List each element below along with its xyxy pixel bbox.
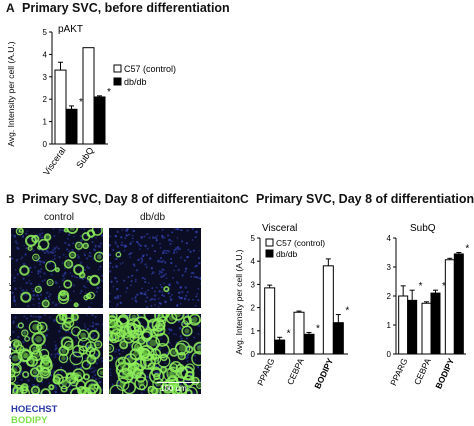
- cq-cat-1: CEBPA: [412, 356, 433, 386]
- a-sig-0: *: [79, 97, 83, 108]
- cq-cat-0: PPARG: [388, 357, 409, 388]
- a-ytick-label-5: 5: [43, 28, 48, 37]
- a-ylabel: Avg. Intensity per cell (A.U.): [6, 41, 16, 146]
- cv-bar-2-0: [322, 265, 334, 355]
- panel-b-title: Primary SVC, Day 8 of differentiaiton: [22, 192, 241, 206]
- a-ytick-label-4: 4: [43, 50, 48, 59]
- a-ytick-label-2: 2: [43, 95, 48, 104]
- cv-bar-2-1: [332, 322, 344, 355]
- cq-bar-0-1: [407, 299, 418, 355]
- cq-sig-0: *: [419, 281, 423, 292]
- cq-bar-2-1: [453, 253, 464, 355]
- cq-bar-0-0: [398, 295, 409, 355]
- cq-bar-2-0: [444, 259, 455, 355]
- cq-ytick-label-3: 3: [387, 263, 392, 272]
- col-label-control: control: [44, 212, 75, 223]
- scale-bar: [157, 382, 199, 383]
- a-bar-1-0: [82, 47, 95, 145]
- a-bar-1-1: [93, 96, 106, 145]
- cv-cat-1: CEBPA: [285, 356, 306, 386]
- cv-ytick-label-3: 3: [251, 280, 256, 289]
- a-cat-1: SubQ: [74, 145, 95, 170]
- cv-cat-0: PPARG: [255, 357, 276, 388]
- cv-legend-swatch-1: [265, 249, 274, 258]
- cv-sig-2: *: [345, 306, 349, 317]
- a-ytick-label-3: 3: [43, 73, 48, 82]
- a-bar-0-0: [54, 69, 67, 145]
- micrograph-subq-control: [11, 314, 103, 394]
- cq-ytick-label-4: 4: [387, 234, 392, 243]
- panel-c-letter: C: [240, 192, 249, 206]
- a-ytick-label-1: 1: [43, 118, 48, 127]
- cq-chart-title: SubQ: [410, 223, 436, 234]
- legend-bodipy: BODIPY: [11, 415, 48, 426]
- cq-bar-1-1: [430, 292, 441, 355]
- cq-bar-1-0: [421, 302, 432, 355]
- col-label-dbdb: db/db: [140, 212, 166, 223]
- cq-sig-2: *: [465, 244, 469, 255]
- a-sig-1: *: [107, 87, 111, 98]
- micrograph-visceral-control: [11, 228, 103, 308]
- a-legend-swatch-0: [113, 64, 122, 73]
- panel-c-title: Primary SVC, Day 8 of differentiation: [256, 192, 474, 206]
- scale-bar-label: 100 um: [160, 384, 187, 393]
- cv-bar-0-1: [274, 339, 286, 355]
- micrograph-subq-dbdb: [109, 314, 201, 394]
- cv-sig-1: *: [316, 323, 320, 334]
- cv-ytick-label-1: 1: [251, 327, 256, 336]
- chart-c: 0 1 2 3 4 5 * PPARG * CEBPA * BODIPY Visceral Avg. In…: [234, 223, 469, 390]
- a-chart-title: pAKT: [58, 24, 83, 35]
- cq-ytick-label-1: 1: [387, 321, 392, 330]
- cv-ytick-label-4: 4: [251, 257, 256, 266]
- a-ytick-label-0: 0: [43, 140, 48, 149]
- chart-a: 0 1 2 3 4 5 * Visceral * SubQ pAKT Avg. Intensity p…: [6, 24, 176, 177]
- cv-chart-title: Visceral: [262, 223, 297, 234]
- cv-ylabel: Avg. Intensity per cell (A.U.): [234, 249, 244, 354]
- panel-a-letter: A: [6, 1, 15, 15]
- cv-cat-2: BODIPY: [312, 356, 335, 390]
- panel-a-title: Primary SVC, before differentiation: [22, 1, 230, 15]
- cv-legend-label-0: C57 (control): [276, 238, 325, 248]
- a-cat-0: Visceral: [41, 145, 67, 177]
- cq-ytick-label-0: 0: [387, 350, 392, 359]
- a-legend-swatch-1: [113, 77, 122, 86]
- cv-ytick-label-0: 0: [251, 350, 256, 359]
- cv-ytick-label-2: 2: [251, 304, 256, 313]
- cq-cat-2: BODIPY: [433, 356, 456, 390]
- panel-b-letter: B: [6, 192, 15, 206]
- legend-hoechst: HOECHST: [11, 404, 58, 415]
- cv-bar-1-0: [293, 311, 305, 355]
- cv-legend-label-1: db/db: [276, 249, 298, 259]
- a-legend-label-1: db/db: [124, 77, 147, 87]
- cv-legend-swatch-0: [265, 238, 274, 247]
- cv-ytick-label-5: 5: [251, 234, 256, 243]
- cq-ytick-label-2: 2: [387, 292, 392, 301]
- a-legend-label-0: C57 (control): [124, 64, 176, 74]
- cq-sig-1: *: [442, 281, 446, 292]
- a-bar-0-1: [65, 108, 78, 145]
- cv-sig-0: *: [287, 328, 291, 339]
- cv-bar-0-0: [264, 287, 276, 355]
- cv-bar-1-1: [303, 333, 315, 355]
- micrograph-visceral-dbdb: [109, 228, 201, 308]
